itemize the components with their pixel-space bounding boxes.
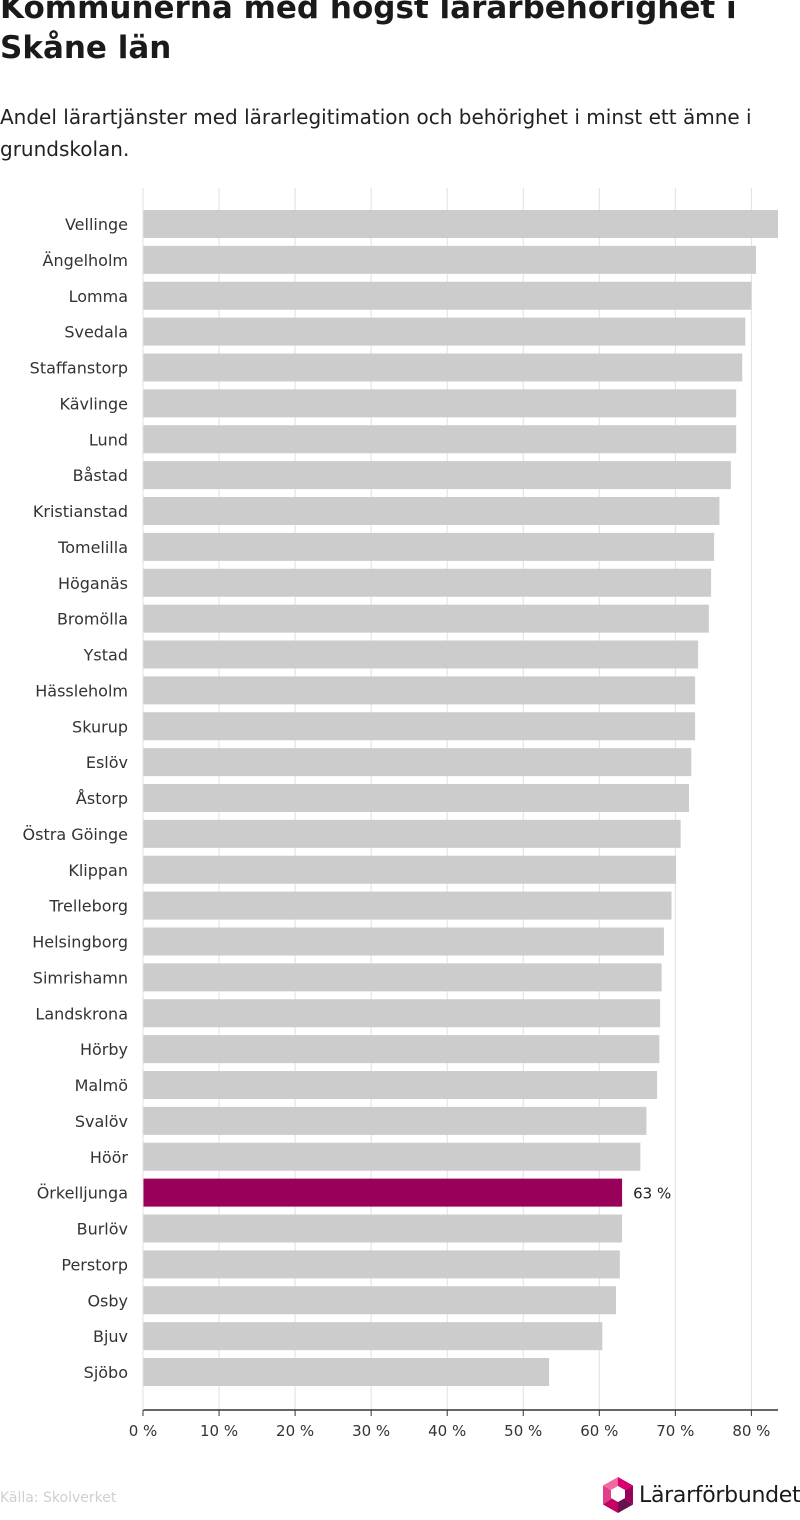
bar	[143, 604, 709, 633]
bar	[143, 353, 743, 382]
category-label: Höör	[90, 1148, 129, 1167]
x-tick-label: 10 %	[200, 1422, 238, 1440]
x-tick-label: 80 %	[732, 1422, 770, 1440]
category-label: Perstorp	[61, 1255, 128, 1274]
category-label: Bjuv	[93, 1327, 128, 1346]
category-label: Kristianstad	[33, 502, 128, 521]
hexagon-logo-icon	[603, 1477, 633, 1513]
bar	[143, 1322, 603, 1351]
bar	[143, 855, 677, 884]
category-label: Ängelholm	[43, 251, 129, 270]
bar	[143, 1214, 623, 1243]
category-label: Östra Göinge	[23, 825, 128, 844]
bar	[143, 712, 696, 741]
category-label: Bromölla	[57, 610, 128, 629]
category-label: Kävlinge	[59, 394, 128, 413]
category-label: Vellinge	[65, 215, 128, 234]
bar	[143, 281, 752, 310]
bar	[143, 676, 696, 705]
bar	[143, 461, 731, 490]
category-label: Höganäs	[58, 574, 128, 593]
x-tick-label: 50 %	[504, 1422, 542, 1440]
category-label: Hässleholm	[35, 681, 128, 700]
category-label: Sjöbo	[84, 1363, 128, 1382]
x-tick-label: 60 %	[580, 1422, 618, 1440]
category-label: Åstorp	[76, 789, 128, 808]
x-tick-label: 70 %	[656, 1422, 694, 1440]
bar	[143, 1035, 660, 1064]
category-label: Simrishamn	[33, 968, 128, 987]
bar	[143, 1178, 623, 1207]
bar	[143, 425, 737, 454]
bar	[143, 748, 692, 777]
x-tick-label: 40 %	[428, 1422, 466, 1440]
bar	[143, 819, 681, 848]
category-label: Eslöv	[86, 753, 128, 772]
bar	[143, 963, 662, 992]
category-label: Trelleborg	[48, 897, 128, 916]
chart-title: Kommunerna med högst lärarbehörighet i S…	[0, 0, 737, 66]
category-label: Malmö	[75, 1076, 128, 1095]
category-label: Svedala	[64, 323, 128, 342]
bar	[143, 245, 756, 274]
category-label: Osby	[87, 1291, 128, 1310]
category-label: Staffanstorp	[30, 359, 128, 378]
brand-logo: Lärarförbundet	[601, 1476, 800, 1514]
bar	[143, 317, 746, 346]
bar	[143, 532, 715, 561]
category-label: Lomma	[69, 287, 128, 306]
bar	[143, 568, 712, 597]
chart-subtitle: Andel lärartjänster med lärarlegitimatio…	[0, 105, 752, 161]
category-label: Örkelljunga	[37, 1184, 128, 1203]
bar	[143, 784, 690, 812]
bar	[143, 1142, 641, 1171]
brand-logo-text: Lärarförbundet	[639, 1482, 800, 1508]
category-label: Båstad	[73, 466, 128, 485]
category-label: Hörby	[80, 1040, 128, 1059]
x-tick-label: 0 %	[129, 1422, 158, 1440]
category-label: Klippan	[68, 861, 128, 880]
category-label: Tomelilla	[57, 538, 128, 557]
bar	[143, 1358, 550, 1386]
bar	[143, 927, 664, 956]
bar	[143, 1286, 617, 1315]
category-label: Skurup	[72, 717, 128, 736]
bar	[143, 210, 778, 238]
category-label: Helsingborg	[32, 933, 128, 952]
bar	[143, 891, 672, 920]
bar-chart: Vellinge Ängelholm Lomma Svedala Staffanstor…	[23, 188, 778, 1440]
x-tick-label: 20 %	[276, 1422, 314, 1440]
source-note: Källa: Skolverket	[0, 1490, 117, 1506]
bar	[143, 1250, 620, 1279]
category-label: Svalöv	[75, 1112, 128, 1131]
category-label: Lund	[89, 430, 128, 449]
bar	[143, 999, 661, 1028]
category-label: Landskrona	[35, 1004, 128, 1023]
data-label: 63 %	[633, 1185, 671, 1203]
bar	[143, 640, 699, 669]
category-label: Burlöv	[77, 1220, 128, 1239]
bar	[143, 1106, 647, 1135]
bar	[143, 497, 720, 525]
category-label: Ystad	[83, 646, 128, 665]
bar	[143, 389, 737, 418]
bar	[143, 1071, 658, 1099]
x-tick-label: 30 %	[352, 1422, 390, 1440]
